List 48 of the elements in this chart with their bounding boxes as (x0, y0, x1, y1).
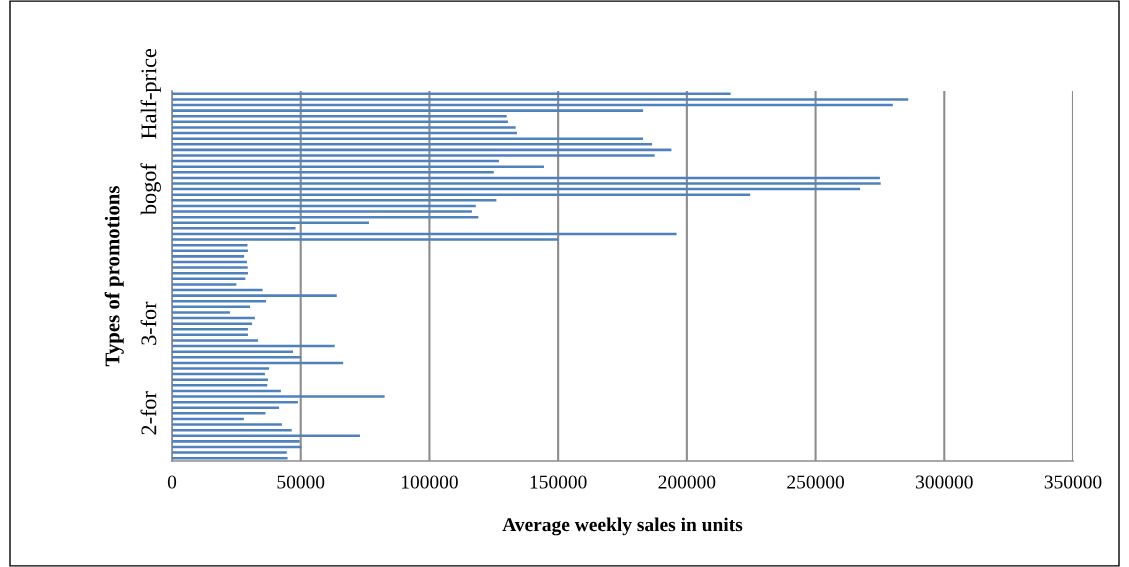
y-axis-title: Types of promotions (104, 186, 124, 367)
bar (172, 227, 296, 230)
bar (172, 440, 300, 443)
bar (172, 395, 385, 398)
x-tick-label: 300000 (916, 475, 973, 489)
bar (172, 311, 230, 314)
bar (172, 126, 516, 129)
bar (172, 109, 644, 112)
bar (172, 210, 472, 213)
bar (172, 294, 337, 297)
bar (172, 378, 269, 381)
x-axis-title: Average weekly sales in units (502, 517, 743, 536)
bar (172, 165, 544, 168)
bar (172, 322, 253, 325)
bar (172, 423, 282, 426)
x-tick-label: 100000 (401, 475, 458, 489)
bar (172, 255, 245, 258)
bar (172, 238, 559, 241)
bar (172, 406, 280, 409)
x-tick-label: 250000 (787, 475, 844, 489)
bar (172, 266, 248, 269)
y-tick-label: bogof (140, 163, 161, 216)
bar (172, 182, 881, 185)
bar (172, 171, 494, 174)
bar (172, 339, 258, 342)
bar (172, 350, 293, 353)
bar (172, 451, 287, 454)
bar (172, 193, 751, 196)
bar (172, 384, 268, 387)
bar (172, 367, 270, 370)
bar (172, 199, 497, 202)
x-tick-label: 200000 (658, 475, 716, 489)
bar (172, 412, 266, 415)
bar (172, 328, 248, 331)
y-tick-label: Half-price (140, 48, 161, 139)
x-tick-label: 0 (167, 475, 177, 489)
y-tick-label: 3-for (140, 301, 157, 345)
bar (172, 143, 653, 146)
bar (172, 137, 644, 140)
x-tick-label: 50000 (277, 475, 325, 489)
bar (172, 283, 237, 286)
bar (172, 221, 369, 224)
y-tick-label: 2-for (140, 391, 157, 435)
bar (172, 356, 301, 359)
bar (172, 98, 909, 101)
x-tick-label: 150000 (530, 475, 587, 489)
x-tick-label: 350000 (1044, 475, 1102, 489)
bar (172, 154, 655, 157)
